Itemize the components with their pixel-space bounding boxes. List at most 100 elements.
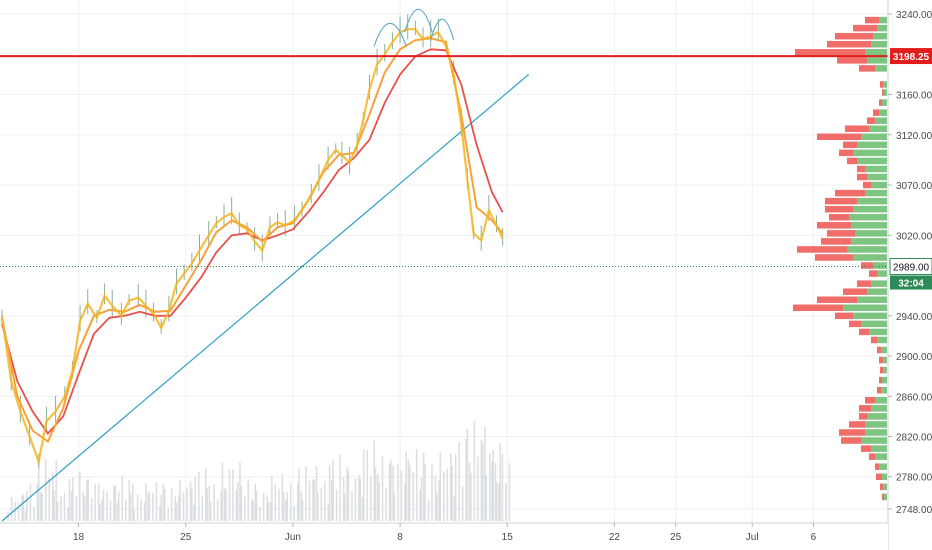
volume-profile-up-bar xyxy=(857,141,887,149)
volume-bar xyxy=(186,488,188,521)
resistance-price-badge[interactable] xyxy=(890,48,932,65)
volume-profile-down-bar xyxy=(821,238,851,245)
volume-bar xyxy=(404,482,406,521)
volume-profile-up-bar xyxy=(861,437,887,444)
volume-bar xyxy=(109,500,112,521)
x-tick-label: 8 xyxy=(397,532,403,543)
volume-profile-down-bar xyxy=(797,246,847,253)
volume-profile-down-bar xyxy=(859,65,875,72)
volume-profile-up-bar xyxy=(857,197,887,205)
volume-bar xyxy=(101,498,103,521)
volume-profile-down-bar xyxy=(861,445,871,452)
volume-bar xyxy=(312,479,314,521)
volume-bar xyxy=(342,477,345,521)
volume-profile-down-bar xyxy=(863,181,871,189)
volume-bar xyxy=(339,454,341,521)
head-shoulders-arc[interactable] xyxy=(404,8,433,33)
volume-profile-up-bar xyxy=(867,57,887,64)
trendline-layer[interactable] xyxy=(1,73,530,522)
volume-profile-down-bar xyxy=(869,453,875,460)
volume-bar xyxy=(332,459,334,521)
volume-bar xyxy=(41,493,44,521)
volume-bar xyxy=(254,483,257,521)
volume-bar xyxy=(315,466,318,521)
volume-profile-down-bar xyxy=(853,24,877,32)
volume-bar xyxy=(63,492,66,521)
volume-bar xyxy=(388,463,391,521)
volume-bar xyxy=(252,500,254,521)
volume-profile-up-bar xyxy=(865,189,887,197)
volume-bar xyxy=(278,489,280,521)
x-tick-label: 6 xyxy=(811,532,817,543)
volume-bar xyxy=(480,439,483,521)
y-tick-label: 2780.00 xyxy=(896,473,932,484)
volume-bar xyxy=(193,504,195,521)
volume-bar xyxy=(140,498,142,521)
volume-profile-down-bar xyxy=(827,230,855,237)
volume-bar xyxy=(266,495,268,521)
volume-bar xyxy=(70,490,73,521)
volume-bar xyxy=(434,476,437,521)
head-shoulders-arc[interactable] xyxy=(430,18,455,41)
volume-bar xyxy=(87,479,89,521)
volume-bar xyxy=(422,453,425,521)
volume-bar xyxy=(228,469,231,521)
head-and-shoulders-arcs[interactable] xyxy=(373,8,455,47)
volume-profile-up-bar xyxy=(853,254,887,261)
volume-profile-up-bar xyxy=(869,328,887,336)
volume-profile-down-bar xyxy=(859,413,867,420)
volume-bar xyxy=(53,490,55,521)
x-tick-label: 22 xyxy=(609,532,621,543)
volume-bar xyxy=(40,492,42,521)
volume-bar xyxy=(466,429,469,521)
volume-bar xyxy=(216,499,219,521)
volume-profile-down-bar xyxy=(880,366,883,374)
volume-profile-up-bar xyxy=(867,413,887,420)
volume-bar xyxy=(285,499,287,521)
current-price-label: 2989.00 xyxy=(893,263,930,274)
x-tick-label: Jul xyxy=(746,532,759,543)
volume-profile-up-bar xyxy=(865,429,887,436)
x-tick-label: Jun xyxy=(285,532,301,543)
volume-profile-up-bar xyxy=(857,296,887,303)
volume-profile-up-bar xyxy=(882,376,887,384)
volume-bar xyxy=(240,485,243,521)
volume-bar xyxy=(300,490,302,521)
volume-bar xyxy=(213,484,215,521)
volume-profile-up-bar xyxy=(853,205,887,213)
volume-bar xyxy=(36,482,39,521)
current-price-badge[interactable] xyxy=(889,258,932,276)
volume-bar xyxy=(390,460,392,521)
volume-profile-down-bar xyxy=(857,173,867,181)
volume-profile-up-bar xyxy=(871,405,887,412)
volume-bar xyxy=(412,471,414,521)
price-levels[interactable] xyxy=(0,55,888,268)
volume-bar xyxy=(453,496,456,521)
head-shoulders-arc[interactable] xyxy=(373,23,407,47)
volume-bar xyxy=(305,466,307,521)
volume-bar xyxy=(373,439,376,521)
volume-bar xyxy=(205,468,207,521)
x-axis[interactable]: 18 25 Jun 8 15 22 25 Jul 6 xyxy=(0,522,888,550)
volume-bar xyxy=(121,476,124,521)
volume-bar xyxy=(83,496,86,521)
volume-bar xyxy=(26,491,28,521)
y-axis[interactable]: 3240.00 3198.25 3160.00 3120.00 3070.00 3020.… xyxy=(887,0,932,550)
volume-profile-down-bar xyxy=(847,157,857,165)
y-tick-label: 3070.00 xyxy=(896,181,932,192)
volume-bar xyxy=(458,441,460,521)
volume-profile-up-bar xyxy=(877,270,887,277)
volume-profile xyxy=(793,16,887,501)
volume-profile-up-bar xyxy=(883,81,887,88)
x-tick-label: 18 xyxy=(73,532,85,543)
volume-bar xyxy=(37,462,40,521)
volume-bar xyxy=(67,507,69,521)
x-tick-label: 15 xyxy=(502,532,514,543)
y-tick-label: 3240.00 xyxy=(896,10,932,21)
volume-bar xyxy=(177,496,180,521)
volume-profile-up-bar xyxy=(861,133,887,141)
trendline[interactable] xyxy=(1,73,530,522)
volume-profile-down-bar xyxy=(873,109,879,116)
volume-profile-up-bar xyxy=(851,222,887,229)
